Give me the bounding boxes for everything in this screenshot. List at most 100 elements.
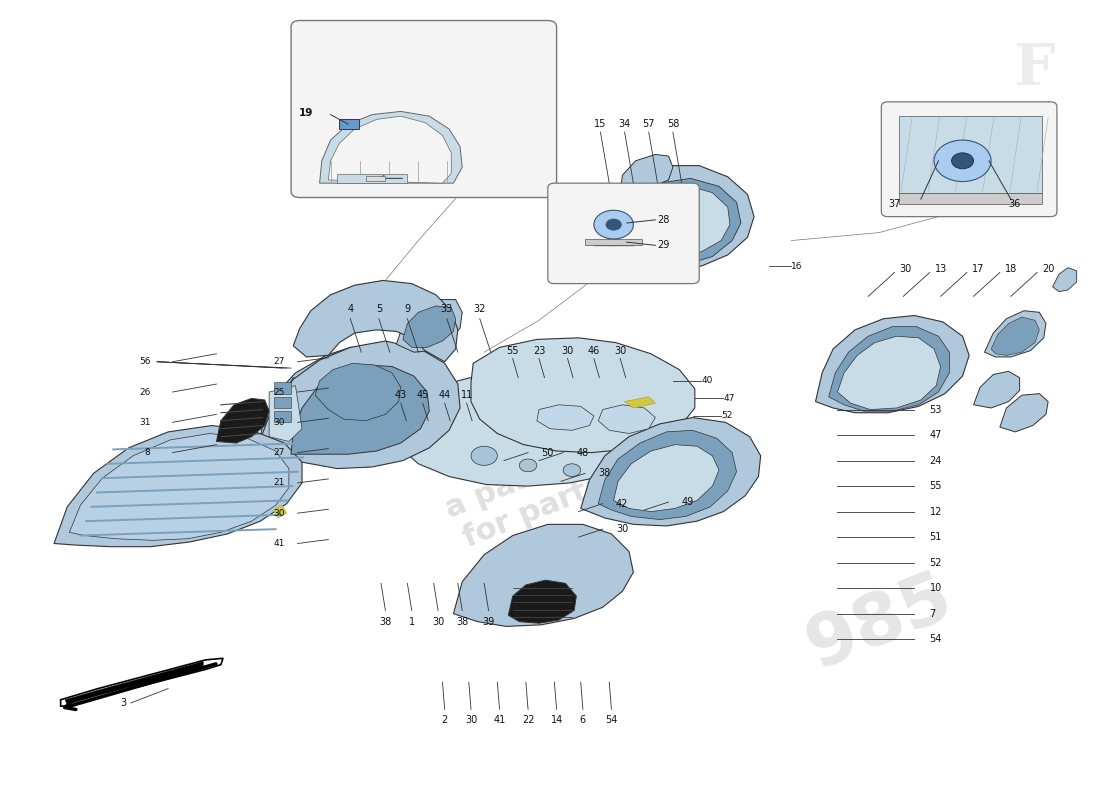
Text: 52: 52 — [930, 558, 942, 568]
Polygon shape — [54, 426, 303, 546]
Polygon shape — [620, 154, 673, 193]
Text: F: F — [1013, 42, 1055, 98]
Text: 31: 31 — [139, 418, 151, 427]
Text: 10: 10 — [930, 583, 942, 593]
Text: 1: 1 — [409, 617, 415, 626]
Text: 14: 14 — [550, 715, 563, 726]
Polygon shape — [974, 371, 1020, 408]
Text: 27: 27 — [273, 448, 285, 457]
Polygon shape — [537, 405, 594, 430]
Text: 6: 6 — [580, 715, 586, 726]
Polygon shape — [598, 430, 737, 519]
Circle shape — [594, 210, 634, 239]
Text: 49: 49 — [682, 497, 694, 507]
Polygon shape — [261, 341, 460, 469]
Polygon shape — [329, 116, 451, 183]
Text: 33: 33 — [441, 304, 453, 314]
Text: 42: 42 — [616, 498, 628, 509]
Polygon shape — [837, 336, 940, 410]
Text: 38: 38 — [379, 617, 392, 626]
Text: 39: 39 — [483, 617, 495, 626]
Text: 34: 34 — [618, 119, 630, 129]
Text: 56: 56 — [139, 358, 151, 366]
Text: 55: 55 — [930, 481, 942, 491]
Polygon shape — [581, 418, 761, 526]
Polygon shape — [389, 365, 684, 486]
Text: 24: 24 — [930, 455, 942, 466]
Text: 30: 30 — [614, 346, 626, 355]
Polygon shape — [403, 306, 455, 347]
Text: 27: 27 — [273, 358, 285, 366]
Text: 7: 7 — [930, 609, 936, 618]
Text: 44: 44 — [439, 390, 451, 400]
Text: 11: 11 — [461, 390, 473, 400]
Text: 41: 41 — [494, 715, 506, 726]
Text: 3: 3 — [120, 698, 127, 708]
Circle shape — [471, 446, 497, 466]
Text: 30: 30 — [465, 715, 477, 726]
Text: 2: 2 — [441, 715, 448, 726]
Polygon shape — [627, 186, 730, 257]
Text: 40: 40 — [702, 376, 713, 386]
Polygon shape — [274, 397, 292, 408]
Polygon shape — [598, 405, 656, 434]
Circle shape — [952, 153, 974, 169]
Text: 29: 29 — [658, 240, 670, 250]
Polygon shape — [292, 365, 429, 454]
Polygon shape — [984, 310, 1046, 357]
Polygon shape — [337, 174, 407, 183]
Text: 17: 17 — [971, 264, 984, 274]
Circle shape — [934, 140, 991, 182]
Text: 55: 55 — [506, 346, 519, 355]
Polygon shape — [274, 411, 292, 422]
FancyBboxPatch shape — [292, 21, 557, 198]
Polygon shape — [585, 239, 642, 246]
Circle shape — [519, 459, 537, 472]
Text: 21: 21 — [273, 478, 285, 487]
Polygon shape — [274, 506, 287, 518]
Polygon shape — [899, 193, 1042, 204]
Text: 13: 13 — [935, 264, 947, 274]
Polygon shape — [614, 178, 741, 265]
Text: 30: 30 — [900, 264, 912, 274]
Polygon shape — [270, 386, 302, 442]
Polygon shape — [471, 338, 695, 453]
Text: 15: 15 — [594, 119, 607, 129]
Text: 8: 8 — [145, 448, 151, 457]
Polygon shape — [316, 363, 400, 421]
Text: 30: 30 — [273, 418, 285, 427]
Circle shape — [563, 464, 581, 477]
Text: 47: 47 — [724, 394, 735, 403]
Text: 50: 50 — [541, 448, 553, 458]
Text: 54: 54 — [605, 715, 617, 726]
Polygon shape — [508, 580, 576, 623]
Text: 26: 26 — [140, 387, 151, 397]
Text: 22: 22 — [521, 715, 535, 726]
Text: 58: 58 — [667, 119, 679, 129]
Text: 30: 30 — [432, 617, 444, 626]
Polygon shape — [1000, 394, 1048, 432]
Text: 45: 45 — [417, 390, 429, 400]
Text: 30: 30 — [616, 524, 628, 534]
Text: 5: 5 — [376, 304, 382, 314]
Polygon shape — [365, 176, 385, 181]
Text: 30: 30 — [273, 509, 285, 518]
Text: 57: 57 — [642, 119, 654, 129]
Text: 41: 41 — [273, 539, 285, 548]
Polygon shape — [60, 658, 223, 706]
Text: 48: 48 — [576, 448, 588, 458]
Text: 23: 23 — [532, 346, 546, 355]
FancyBboxPatch shape — [548, 183, 700, 284]
Polygon shape — [815, 315, 969, 413]
Polygon shape — [217, 398, 270, 443]
Text: 38: 38 — [598, 468, 611, 478]
Polygon shape — [899, 116, 1042, 193]
Text: 46: 46 — [587, 346, 600, 355]
Text: 4: 4 — [348, 304, 353, 314]
Polygon shape — [828, 326, 949, 411]
Polygon shape — [256, 347, 396, 458]
Text: 38: 38 — [456, 617, 469, 626]
Polygon shape — [294, 281, 458, 362]
Text: 12: 12 — [930, 506, 942, 517]
Text: 32: 32 — [474, 304, 486, 314]
